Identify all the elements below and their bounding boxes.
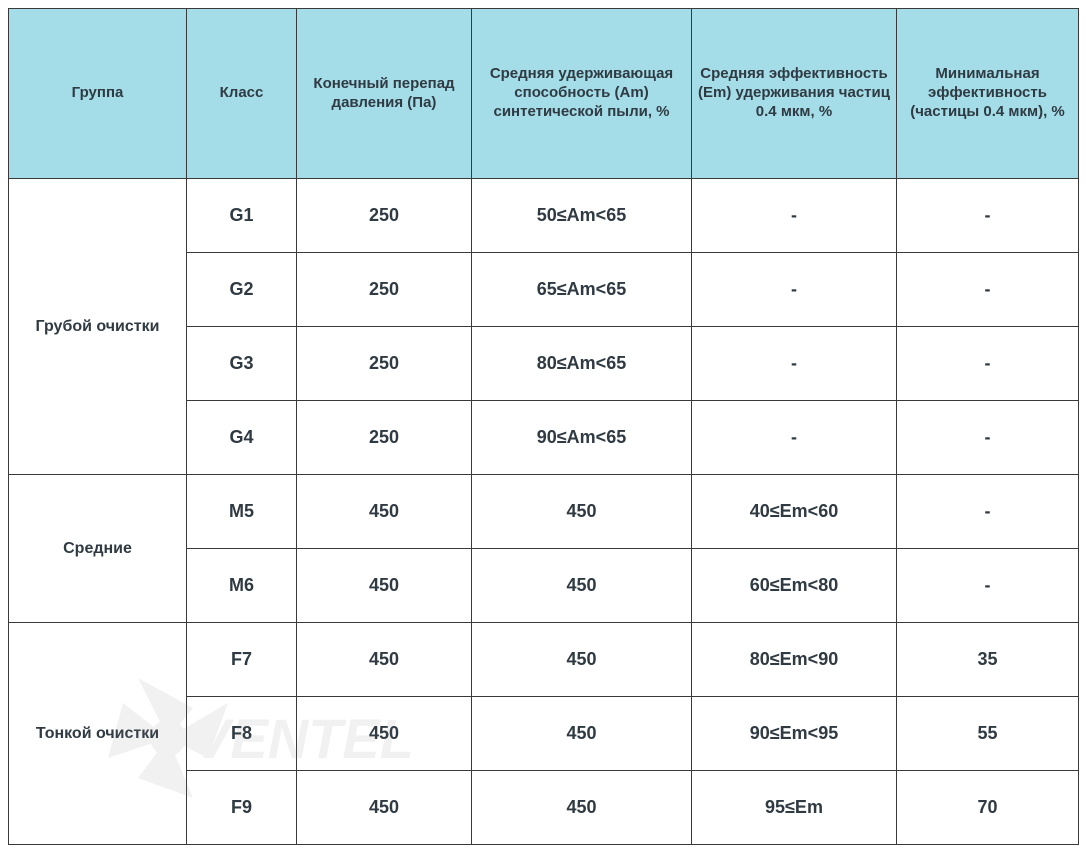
cell-class: G4 bbox=[187, 401, 297, 475]
cell-class: F7 bbox=[187, 623, 297, 697]
cell-am: 50≤Am<65 bbox=[472, 179, 692, 253]
col-header-group: Группа bbox=[9, 9, 187, 179]
cell-em: 40≤Em<60 bbox=[692, 475, 897, 549]
cell-pressure: 250 bbox=[297, 179, 472, 253]
cell-class: G2 bbox=[187, 253, 297, 327]
group-cell-fine: Тонкой очистки bbox=[9, 623, 187, 845]
cell-am: 450 bbox=[472, 549, 692, 623]
cell-class: M5 bbox=[187, 475, 297, 549]
cell-em: - bbox=[692, 179, 897, 253]
group-cell-medium: Средние bbox=[9, 475, 187, 623]
table-row: Тонкой очистки F7 450 450 80≤Em<90 35 bbox=[9, 623, 1079, 697]
cell-min: - bbox=[897, 327, 1079, 401]
cell-min: 70 bbox=[897, 771, 1079, 845]
cell-pressure: 250 bbox=[297, 327, 472, 401]
cell-min: - bbox=[897, 179, 1079, 253]
cell-am: 450 bbox=[472, 623, 692, 697]
cell-am: 90≤Am<65 bbox=[472, 401, 692, 475]
cell-pressure: 250 bbox=[297, 401, 472, 475]
cell-pressure: 450 bbox=[297, 549, 472, 623]
cell-pressure: 250 bbox=[297, 253, 472, 327]
cell-em: - bbox=[692, 401, 897, 475]
cell-pressure: 450 bbox=[297, 697, 472, 771]
cell-class: G1 bbox=[187, 179, 297, 253]
cell-em: 95≤Em bbox=[692, 771, 897, 845]
col-header-min: Минимальная эффективность (частицы 0.4 м… bbox=[897, 9, 1079, 179]
cell-pressure: 450 bbox=[297, 623, 472, 697]
cell-pressure: 450 bbox=[297, 475, 472, 549]
table-header-row: Группа Класс Конечный перепад давления (… bbox=[9, 9, 1079, 179]
cell-em: 80≤Em<90 bbox=[692, 623, 897, 697]
col-header-am: Средняя удерживающая способность (Am) си… bbox=[472, 9, 692, 179]
cell-min: - bbox=[897, 401, 1079, 475]
cell-min: - bbox=[897, 475, 1079, 549]
col-header-class: Класс bbox=[187, 9, 297, 179]
cell-min: 35 bbox=[897, 623, 1079, 697]
cell-class: G3 bbox=[187, 327, 297, 401]
cell-am: 450 bbox=[472, 475, 692, 549]
cell-em: 60≤Em<80 bbox=[692, 549, 897, 623]
group-cell-coarse: Грубой очистки bbox=[9, 179, 187, 475]
table-row: Грубой очистки G1 250 50≤Am<65 - - bbox=[9, 179, 1079, 253]
cell-pressure: 450 bbox=[297, 771, 472, 845]
cell-am: 80≤Am<65 bbox=[472, 327, 692, 401]
cell-class: F8 bbox=[187, 697, 297, 771]
cell-min: - bbox=[897, 549, 1079, 623]
cell-em: 90≤Em<95 bbox=[692, 697, 897, 771]
cell-am: 450 bbox=[472, 697, 692, 771]
filter-classes-table: Группа Класс Конечный перепад давления (… bbox=[8, 8, 1079, 845]
col-header-pressure: Конечный перепад давления (Па) bbox=[297, 9, 472, 179]
cell-class: M6 bbox=[187, 549, 297, 623]
cell-am: 65≤Am<65 bbox=[472, 253, 692, 327]
cell-am: 450 bbox=[472, 771, 692, 845]
cell-min: 55 bbox=[897, 697, 1079, 771]
col-header-em: Средняя эффективность (Em) удерживания ч… bbox=[692, 9, 897, 179]
cell-em: - bbox=[692, 327, 897, 401]
cell-class: F9 bbox=[187, 771, 297, 845]
table-row: Средние M5 450 450 40≤Em<60 - bbox=[9, 475, 1079, 549]
cell-min: - bbox=[897, 253, 1079, 327]
cell-em: - bbox=[692, 253, 897, 327]
